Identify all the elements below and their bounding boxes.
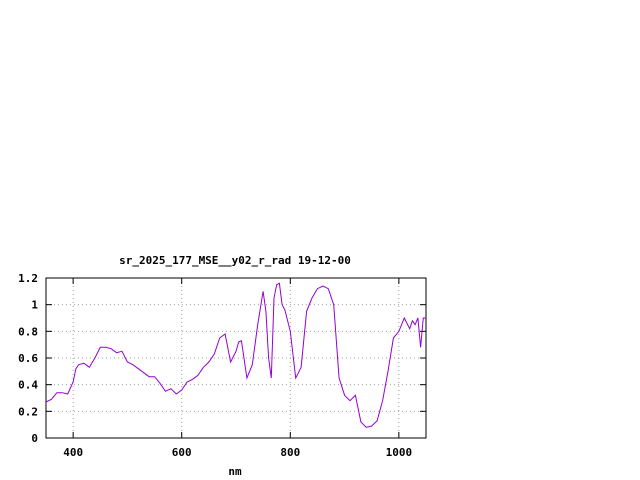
- chart-title: sr_2025_177_MSE__y02_r_rad 19-12-00: [119, 254, 351, 267]
- x-tick-labels: 400 600 800 1000: [63, 446, 412, 459]
- axis-ticks: [46, 277, 426, 439]
- x-tick-label: 800: [280, 446, 300, 459]
- series-line: [45, 282, 426, 428]
- y-tick-label: 0.4: [18, 379, 38, 392]
- y-tick-label: 0: [31, 432, 38, 445]
- y-tick-label: 1.2: [18, 272, 38, 285]
- y-tick-labels: 0 0.2 0.4 0.6 0.8 1 1.2: [18, 272, 38, 445]
- y-tick-label: 0.8: [18, 325, 38, 338]
- x-tick-label: 600: [172, 446, 192, 459]
- y-tick-label: 1: [31, 299, 38, 312]
- y-tick-label: 0.2: [18, 405, 38, 418]
- grid-lines: [46, 278, 426, 438]
- y-tick-label: 0.6: [18, 352, 38, 365]
- x-tick-label: 1000: [386, 446, 413, 459]
- x-tick-label: 400: [63, 446, 83, 459]
- x-axis-label: nm: [228, 465, 242, 478]
